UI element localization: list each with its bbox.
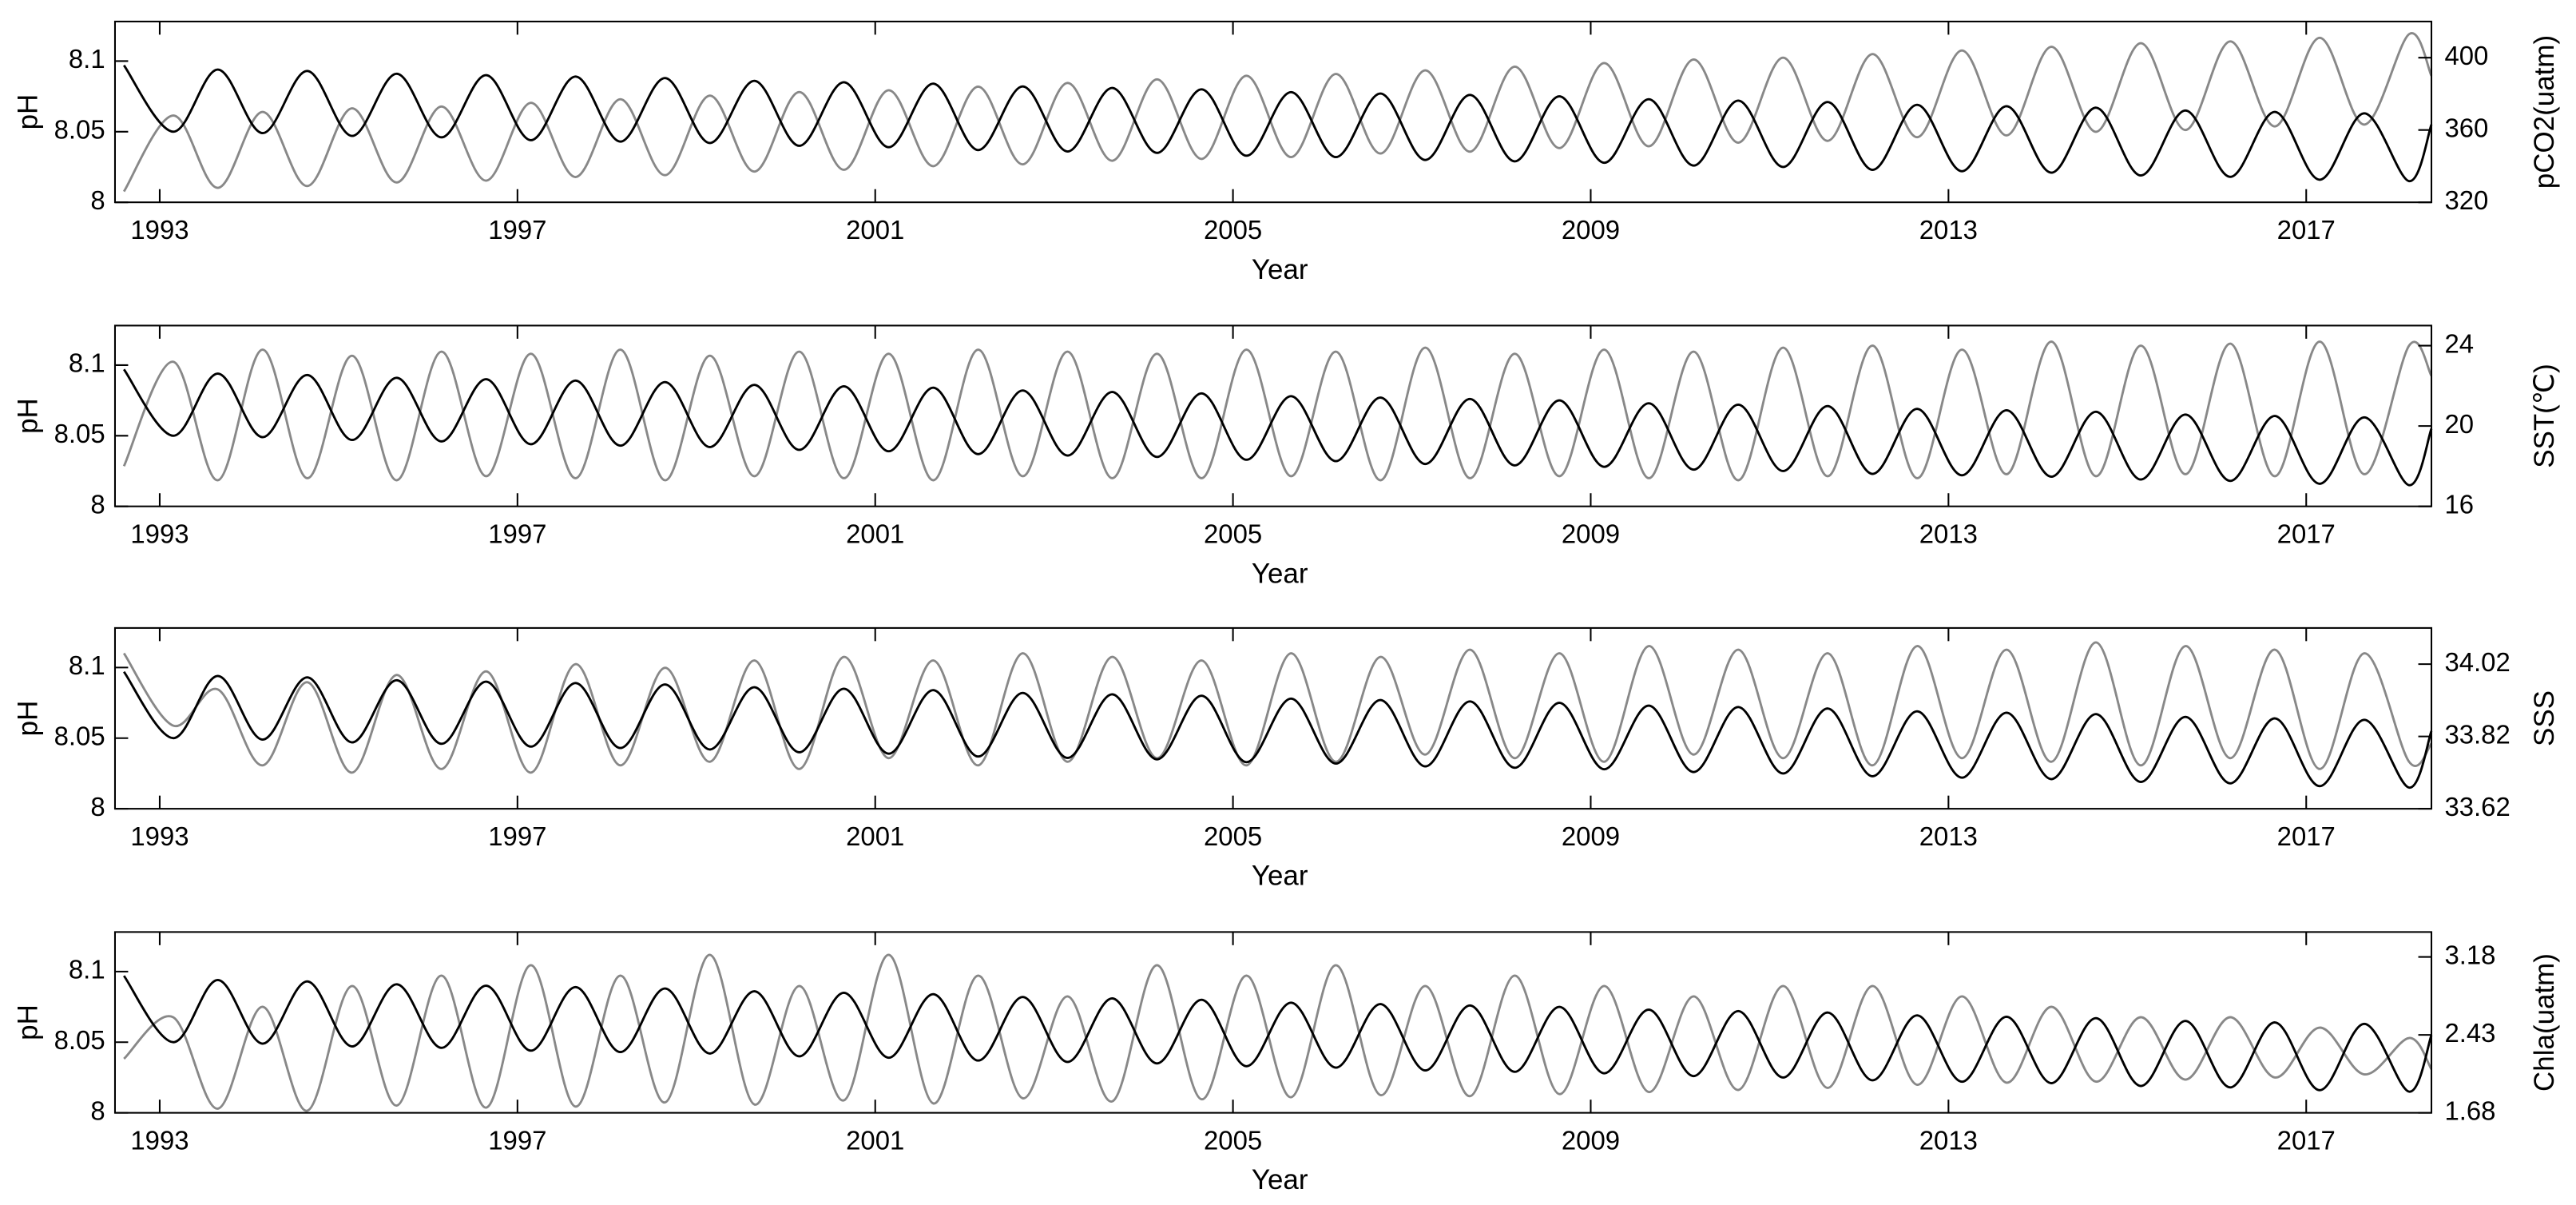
panel: 1993 1997 2001 2005 2009 2013 2017 8 8.05 8.1 16 20… [12,324,2560,589]
y2-tick-label: 33.82 [2444,719,2510,749]
y-tick-label: 8.05 [54,1025,105,1055]
x-tick-label: 1993 [130,519,189,548]
x-axis-label: Year [1252,558,1308,589]
y-tick-label: 8.1 [69,650,105,680]
x-tick-label: 2005 [1204,215,1262,245]
y2-axis-label: Chla(uatm) [2529,953,2560,1092]
y2-tick-label: 24 [2444,328,2474,358]
y2-axis-label: SSS [2529,690,2560,746]
y-tick-label: 8.05 [54,419,105,448]
y2-axis-label: SST(℃) [2529,364,2560,468]
y-axis-label: pH [12,398,43,434]
data-line [122,641,2433,774]
x-tick-label: 2009 [1562,519,1620,548]
x-tick-label: 2009 [1562,821,1620,851]
x-tick-label: 1997 [488,1125,546,1155]
data-line [123,953,2433,1112]
y-tick-label: 8.05 [54,721,105,750]
x-axis-label: Year [1252,254,1308,285]
x-tick-label: 2013 [1919,519,1978,548]
panel: 1993 1997 2001 2005 2009 2013 2017 8 8.05 8.1 33.6… [12,626,2560,892]
panel: 1993 1997 2001 2005 2009 2013 2017 8 8.05 8.1 1.68… [12,931,2560,1195]
y-tick-label: 8 [90,489,105,519]
y2-tick-label: 33.62 [2444,792,2510,821]
x-tick-label: 2017 [2277,1125,2336,1155]
x-tick-label: 1993 [130,821,189,851]
x-tick-label: 2009 [1562,1125,1620,1155]
y2-tick-label: 400 [2444,41,2488,70]
y-axis-label: pH [12,1004,43,1040]
y2-tick-label: 16 [2444,489,2474,519]
data-line [122,32,2433,193]
data-line [122,64,2433,183]
data-line [122,368,2433,487]
y-axis-label: pH [12,94,43,130]
plot-frame [113,626,2433,810]
y2-tick-label: 34.02 [2444,647,2510,677]
y-tick-label: 8.1 [69,955,105,984]
x-tick-label: 2001 [846,215,904,245]
y2-tick-label: 2.43 [2444,1018,2495,1048]
y2-tick-label: 1.68 [2444,1096,2495,1125]
x-tick-label: 2005 [1204,821,1262,851]
y-tick-label: 8.1 [69,348,105,378]
x-tick-label: 2017 [2277,821,2336,851]
x-tick-label: 1997 [488,215,546,245]
x-tick-label: 2005 [1204,519,1262,548]
x-tick-label: 2013 [1919,821,1978,851]
x-tick-label: 2001 [846,519,904,548]
panel: 1993 1997 2001 2005 2009 2013 2017 8 8.05 8.1 320 3… [12,20,2560,285]
y2-axis-label: pCO2(uatm) [2529,35,2560,189]
data-line [122,670,2433,789]
y2-tick-label: 20 [2444,409,2474,439]
plot-frame [113,931,2433,1114]
y-tick-label: 8.05 [54,114,105,144]
y2-tick-label: 3.18 [2444,940,2495,969]
x-tick-label: 2017 [2277,519,2336,548]
x-tick-label: 2001 [846,1125,904,1155]
plot-frame [113,20,2433,204]
x-tick-label: 2013 [1919,215,1978,245]
x-tick-label: 1993 [130,215,189,245]
x-tick-label: 2013 [1919,1125,1978,1155]
y-tick-label: 8 [90,792,105,821]
y2-tick-label: 320 [2444,185,2488,215]
data-line [122,340,2433,482]
plot-frame [113,324,2433,507]
data-line [122,975,2433,1093]
y-tick-label: 8.1 [69,44,105,74]
y-axis-label: pH [12,701,43,737]
x-axis-label: Year [1252,1164,1308,1195]
x-tick-label: 2001 [846,821,904,851]
y2-tick-label: 360 [2444,113,2488,142]
x-axis-label: Year [1252,861,1308,892]
x-tick-label: 1997 [488,519,546,548]
y-tick-label: 8 [90,185,105,215]
x-tick-label: 1997 [488,821,546,851]
x-tick-label: 1993 [130,1125,189,1155]
x-tick-label: 2009 [1562,215,1620,245]
x-tick-label: 2017 [2277,215,2336,245]
x-tick-label: 2005 [1204,1125,1262,1155]
y-tick-label: 8 [90,1096,105,1125]
